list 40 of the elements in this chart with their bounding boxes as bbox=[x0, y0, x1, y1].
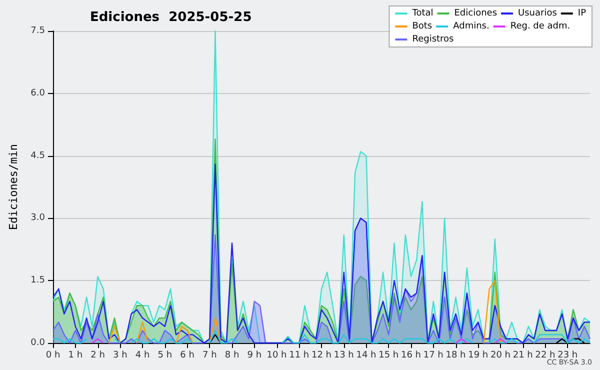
x-tick-label: 11 h bbox=[289, 350, 310, 360]
x-tick-label: 13 h bbox=[334, 350, 354, 360]
x-tick-label: 18 h bbox=[446, 350, 466, 360]
x-tick-label: 7 h bbox=[202, 350, 217, 360]
y-tick-label: 4.5 bbox=[30, 150, 45, 161]
x-tick-label: 6 h bbox=[180, 350, 194, 360]
x-tick-label: 14 h bbox=[356, 350, 376, 360]
x-tick-label: 2 h bbox=[90, 350, 105, 360]
x-tick-label: 20 h bbox=[490, 350, 511, 360]
legend-label: IP bbox=[578, 8, 587, 18]
x-tick-label: 19 h bbox=[468, 350, 488, 360]
x-tick-label: 0 h bbox=[46, 350, 60, 360]
x-tick-label: 10 h bbox=[266, 350, 287, 360]
y-tick-label: 0.0 bbox=[30, 338, 46, 348]
x-tick-label: 1 h bbox=[68, 350, 83, 360]
x-tick-label: 15 h bbox=[378, 350, 399, 360]
y-tick-label: 3.0 bbox=[30, 213, 46, 224]
x-tick-label: 9 h bbox=[247, 350, 262, 360]
x-tick-label: 22 h bbox=[535, 350, 556, 360]
x-tick-label: 16 h bbox=[400, 350, 422, 360]
legend-label: Registros bbox=[412, 34, 454, 44]
y-axis-title: Ediciones/min bbox=[7, 144, 20, 230]
x-tick-label: 8 h bbox=[224, 350, 240, 360]
x-tick-label: 12 h bbox=[311, 350, 332, 360]
x-tick-label: 5 h bbox=[158, 350, 172, 360]
legend-label: Reg. de adm. bbox=[510, 22, 570, 32]
legend-label: Admins. bbox=[453, 22, 490, 32]
legend-label: Total bbox=[411, 8, 434, 18]
x-tick-label: 21 h bbox=[512, 350, 533, 360]
legend-label: Usuarios bbox=[518, 8, 558, 18]
x-tick-label: 23 h bbox=[558, 350, 578, 360]
y-tick-label: 7.5 bbox=[30, 26, 45, 36]
chart-title: Ediciones 2025-05-25 bbox=[90, 10, 252, 25]
x-tick-label: 4 h bbox=[135, 350, 150, 360]
y-tick-label: 6.0 bbox=[30, 88, 46, 98]
legend-label: Ediciones bbox=[454, 8, 498, 18]
y-tick-label: 1.5 bbox=[30, 276, 45, 286]
x-tick-label: 3 h bbox=[112, 350, 128, 360]
x-tick-label: 17 h bbox=[423, 350, 444, 360]
legend-label: Bots bbox=[412, 22, 432, 32]
